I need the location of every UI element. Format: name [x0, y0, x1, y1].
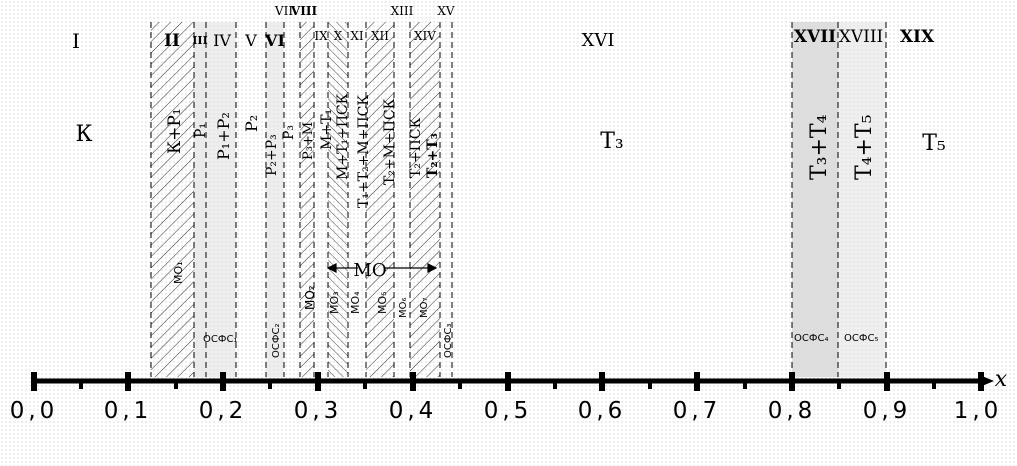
numeral-II: II — [164, 31, 180, 51]
band-XII — [366, 22, 394, 377]
shaded-bands — [151, 22, 886, 377]
numeral-XVIII: XVIII — [839, 27, 884, 47]
numeral-VII: VII — [274, 4, 293, 18]
numeral-IV: IV — [213, 31, 231, 50]
numeral-XI: XI — [350, 29, 364, 43]
numeral-XIV: XIV — [414, 29, 436, 43]
phase-T2-M-PSK: Т₂+М+ПСК — [382, 98, 398, 185]
band-II — [151, 22, 194, 377]
numeral-IX: IX — [314, 29, 328, 43]
phase-P3: Р₃ — [281, 125, 297, 140]
phase-K: К — [75, 122, 92, 147]
composition-labels: МО₁ МО₂ МО₃ МО₄ МО₅ МО₆ МО₇ МО ОСФС₁ ОСФ… — [172, 260, 878, 358]
phase-P2: Р₂ — [242, 115, 261, 132]
numeral-V: V — [244, 31, 257, 50]
x-axis: x 0,0 0,1 0,2 0,3 0,4 0,5 0,6 0,7 0,8 0,… — [10, 367, 1008, 424]
major-ticks — [31, 372, 984, 391]
axis-x-label: x — [995, 367, 1008, 392]
boundary-lines — [150, 22, 887, 377]
numeral-I: I — [72, 29, 80, 53]
phase-T2-T3: Т₂+Т₃ — [425, 133, 441, 178]
numeral-XVII: XVII — [794, 27, 836, 47]
label-mo1: МО₁ — [172, 261, 185, 284]
numeral-X: X — [334, 29, 343, 43]
numeral-VI: VI — [264, 31, 285, 50]
phase-labels: К К+Р₁ Р₁ Р₁+Р₂ Р₂ Р₂+Р₃ Р₃ Р₃+М М+Т₁ М+… — [75, 93, 945, 208]
phase-P3-M: Р₃+М — [301, 122, 316, 160]
mo-range-arrow — [326, 263, 438, 273]
label-mo6: МО₆ — [398, 297, 409, 318]
phase-P1-P2: Р₁+Р₂ — [214, 112, 233, 160]
tick-label: 0,1 — [104, 398, 153, 424]
minor-ticks — [79, 381, 936, 389]
region-numerals: I II III IV V VI VII VIII IX X XI XII XI… — [72, 4, 935, 53]
band-III — [194, 22, 206, 377]
tick-label: 0,4 — [389, 398, 438, 424]
phase-P1: Р₁ — [193, 123, 209, 138]
numeral-XV: XV — [437, 4, 455, 18]
tick-label: 1,0 — [954, 398, 1003, 424]
label-mo2: МО₂ — [303, 285, 317, 310]
tick-label: 0,3 — [294, 398, 343, 424]
phase-T4-T5: Т₄+Т₅ — [852, 115, 877, 180]
phase-T1-T2-M-PSK: Т₁+Т₂+М+ПСК — [356, 95, 372, 208]
tick-label: 0,5 — [484, 398, 533, 424]
label-osfs5: ОСФС₅ — [844, 333, 878, 344]
phase-T3-T4: Т₃+Т₄ — [807, 114, 832, 180]
tick-label: 0,7 — [673, 398, 722, 424]
label-osfs3: ОСФС₃ — [443, 324, 454, 358]
phase-M-T1-PSK: М+Т₁+ПСК — [335, 93, 351, 180]
numeral-XIX: XIX — [900, 27, 935, 47]
label-mo7: МО₇ — [419, 297, 430, 318]
phase-T2-PSK: Т₂+ПСК — [408, 117, 424, 178]
tick-labels: 0,0 0,1 0,2 0,3 0,4 0,5 0,6 0,7 0,8 0,9 … — [10, 398, 1003, 424]
label-mo4: МО₄ — [349, 291, 362, 314]
label-mo3: МО₃ — [328, 291, 341, 314]
phase-T3: Т₃ — [600, 129, 624, 154]
phase-T5: Т₅ — [922, 131, 946, 156]
phase-K-P1: К+Р₁ — [165, 108, 185, 154]
tick-label: 0,2 — [199, 398, 248, 424]
band-IV — [206, 22, 236, 377]
phase-P2-P3: Р₂+Р₃ — [264, 134, 280, 176]
label-mo-span: МО — [353, 260, 386, 281]
axis-arrowhead — [982, 376, 994, 386]
band-XIV — [410, 22, 440, 377]
band-VIII — [300, 22, 314, 377]
label-osfs1: ОСФС₁ — [203, 334, 237, 345]
band-X — [328, 22, 348, 377]
label-osfs4: ОСФС₄ — [794, 333, 828, 344]
tick-label: 0,8 — [768, 398, 817, 424]
numeral-XIII: XIII — [391, 4, 414, 18]
numeral-XVI: XVI — [582, 30, 615, 51]
tick-label: 0,0 — [10, 398, 59, 424]
band-VI — [266, 22, 284, 377]
band-XVII — [792, 22, 838, 377]
numeral-III: III — [192, 34, 207, 47]
tick-label: 0,9 — [863, 398, 912, 424]
phase-M-T1: М+Т₁ — [319, 109, 335, 150]
tick-label: 0,6 — [578, 398, 627, 424]
label-mo5: МО₅ — [376, 291, 389, 314]
numeral-XII: XII — [371, 29, 389, 43]
band-XVIII — [838, 22, 886, 377]
numeral-VIII: VIII — [290, 4, 318, 18]
label-osfs2: ОСФС₂ — [271, 324, 282, 358]
